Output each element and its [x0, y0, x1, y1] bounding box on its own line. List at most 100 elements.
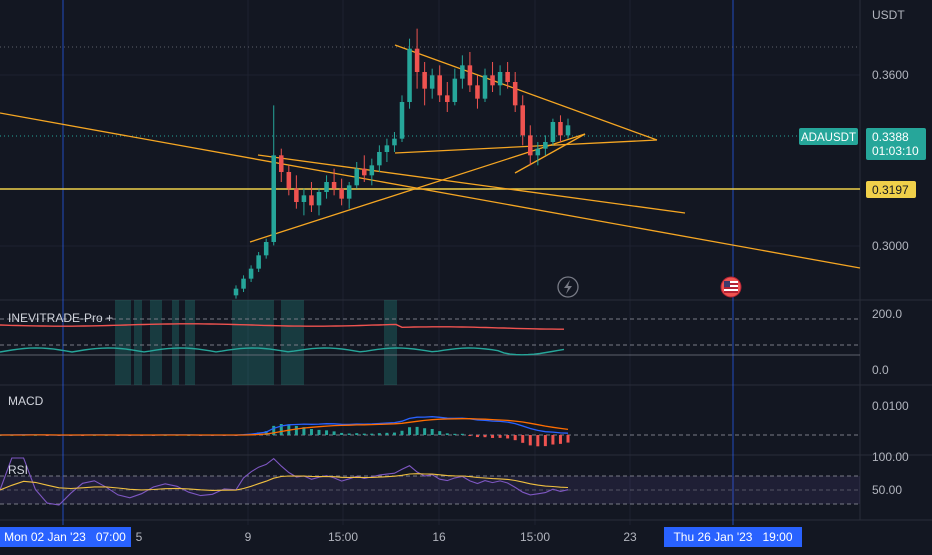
triangle-descending-line[interactable] [257, 154, 686, 214]
candles [233, 28, 571, 299]
candle [233, 285, 239, 299]
candle [528, 125, 533, 166]
candle [241, 275, 246, 292]
macd-bar [460, 433, 464, 435]
candle [399, 95, 405, 142]
macd-bar [491, 435, 495, 438]
macd-bar [445, 433, 449, 435]
macd-bar [370, 433, 374, 435]
price-tick: 0.3000 [872, 239, 909, 253]
wedge-upper-line[interactable] [394, 44, 658, 141]
lightning-icon[interactable] [557, 276, 579, 298]
macd-bar [325, 430, 329, 435]
macd-bar [317, 429, 321, 435]
time-tick: 5 [136, 530, 143, 544]
pane-separators[interactable] [0, 0, 932, 521]
macd-bar [468, 435, 472, 436]
macd-bar [506, 435, 510, 439]
macd-bar [558, 435, 562, 444]
indicator-add-button[interactable]: + [106, 311, 113, 325]
macd-bar [272, 425, 276, 435]
wedge-middle-line[interactable] [394, 139, 658, 154]
indicator-lower-line [0, 347, 565, 356]
rsi-label: RSI [8, 463, 28, 477]
hline-price-badge [866, 181, 916, 198]
last-price-badge [866, 128, 926, 160]
signal-zones [115, 300, 397, 385]
time-tick: 9 [245, 530, 252, 544]
macd-bar [498, 435, 502, 438]
rsi-ma-line [0, 473, 569, 491]
macd-label: MACD [8, 394, 44, 408]
price-tick: 0.3600 [872, 68, 909, 82]
symbol-label: ADAUSDT [801, 132, 856, 144]
symbol-badge [799, 128, 858, 145]
hline-price-label: 0.3197 [872, 183, 909, 197]
long-trendline[interactable] [0, 112, 861, 269]
candle [437, 65, 442, 102]
macd-bar [294, 425, 298, 435]
macd-bar [385, 432, 389, 435]
indicator-level: 0.0 [872, 363, 889, 377]
macd-bar [528, 435, 532, 446]
last-price-label: 0.3388 [872, 130, 909, 144]
candle [279, 148, 284, 182]
time-tick: 15:00 [520, 530, 550, 544]
macd-signal-line [0, 418, 569, 436]
macd-bar [438, 431, 442, 435]
candle [263, 238, 269, 259]
candle [429, 68, 435, 99]
macd-bar [430, 428, 434, 435]
candle [452, 68, 458, 106]
candle [294, 175, 299, 209]
macd-bar [453, 433, 457, 435]
macd-bar [475, 435, 479, 438]
rsi-line [0, 457, 569, 506]
candle [565, 118, 571, 139]
macd-bar [566, 435, 570, 443]
macd-level: 0.0100 [872, 399, 909, 413]
wedge-lower-line[interactable] [514, 133, 586, 174]
candle [512, 72, 518, 112]
time-axis[interactable]: 5 9 15:00 16 15:00 23 Mon 02 Jan '23 07:… [0, 527, 802, 547]
candle [256, 252, 261, 272]
macd-bar [400, 430, 404, 435]
candle [558, 115, 563, 142]
candle [248, 265, 254, 282]
macd-bar [415, 426, 419, 435]
macd-bar [302, 427, 306, 435]
candle [482, 68, 488, 102]
candle [346, 182, 352, 209]
rsi-pane[interactable]: RSI [0, 457, 860, 506]
macd-bar [408, 427, 412, 435]
us-flag-icon[interactable] [720, 276, 742, 298]
price-axis[interactable]: USDT 0.3600 0.3000 ADAUSDT 0.3388 01:03:… [799, 8, 926, 497]
candle [369, 158, 375, 186]
cursor-date-right-badge [664, 527, 802, 547]
candle [490, 62, 495, 92]
macd-pane[interactable]: MACD [0, 394, 860, 447]
candle [362, 155, 367, 182]
macd-bar [536, 435, 540, 447]
indicator-name: INEVITRADE-Pro + [8, 311, 113, 325]
candle [384, 138, 390, 162]
candle [467, 52, 473, 92]
candle [550, 118, 556, 146]
candle [392, 132, 397, 152]
candle [497, 65, 503, 96]
macd-bar [355, 433, 359, 435]
candle [414, 28, 420, 89]
macd-bar [264, 431, 268, 435]
candle [543, 135, 548, 156]
macd-histogram [0, 423, 570, 447]
candle [460, 55, 465, 89]
macd-bar [551, 435, 555, 445]
macd-bar [521, 435, 525, 443]
indicator-pane[interactable]: INEVITRADE-Pro + [0, 300, 860, 385]
indicator-level: 200.0 [872, 307, 902, 321]
countdown-label: 01:03:10 [872, 144, 919, 158]
time-tick: 23 [623, 530, 637, 544]
